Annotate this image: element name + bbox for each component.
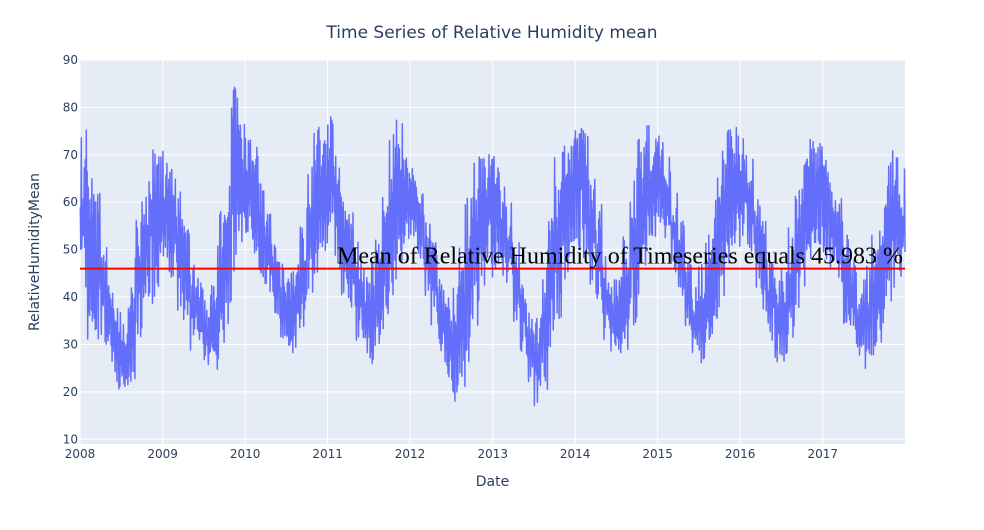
x-tick-label: 2011 bbox=[312, 447, 343, 461]
series-line bbox=[79, 86, 906, 407]
y-tick-label: 10 bbox=[63, 432, 78, 446]
y-tick-label: 70 bbox=[63, 148, 78, 162]
x-tick-label: 2016 bbox=[725, 447, 756, 461]
x-tick-label: 2010 bbox=[230, 447, 261, 461]
x-tick-label: 2008 bbox=[65, 447, 96, 461]
series-layer bbox=[79, 86, 906, 407]
y-tick-label: 60 bbox=[63, 195, 78, 209]
x-axis-title: Date bbox=[476, 474, 509, 490]
x-tick-label: 2013 bbox=[477, 447, 508, 461]
x-axis: 2008 2009 2010 2011 2012 2013 2014 2015 2016 2017 bbox=[65, 447, 838, 461]
y-tick-label: 50 bbox=[63, 243, 78, 257]
y-tick-label: 20 bbox=[63, 385, 78, 399]
y-axis: 10 20 30 40 50 60 70 80 90 bbox=[63, 53, 78, 446]
x-tick-label: 2015 bbox=[642, 447, 673, 461]
x-tick-label: 2012 bbox=[395, 447, 426, 461]
chart-title: Time Series of Relative Humidity mean bbox=[325, 23, 657, 43]
x-tick-label: 2014 bbox=[560, 447, 591, 461]
x-tick-label: 2009 bbox=[147, 447, 178, 461]
y-tick-label: 90 bbox=[63, 53, 78, 67]
x-tick-label: 2017 bbox=[807, 447, 838, 461]
y-axis-title: RelativeHumidityMean bbox=[27, 173, 43, 331]
y-tick-label: 30 bbox=[63, 337, 78, 351]
mean-annotation: Mean of Relative Humidity of Timeseries … bbox=[337, 244, 903, 270]
y-tick-label: 80 bbox=[63, 100, 78, 114]
y-tick-label: 40 bbox=[63, 290, 78, 304]
